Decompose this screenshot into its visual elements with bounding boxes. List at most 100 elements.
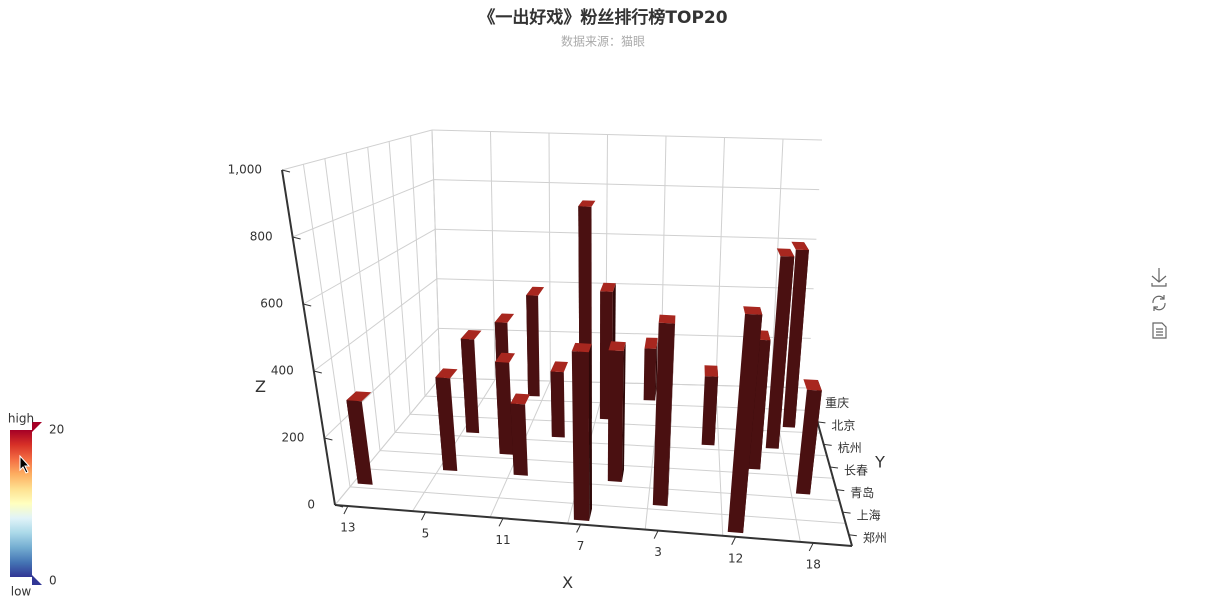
tick-mark xyxy=(808,542,814,552)
save-icon[interactable] xyxy=(1151,268,1167,287)
bar-front xyxy=(526,295,540,397)
tick-mark xyxy=(829,466,839,469)
bar-front xyxy=(782,249,809,428)
y-tick-label: 郑州 xyxy=(863,530,887,545)
bar-top xyxy=(495,352,515,363)
bar-front xyxy=(550,371,565,438)
x-tick-label: 7 xyxy=(577,539,585,553)
tick-mark xyxy=(421,511,426,521)
x-tick-label: 12 xyxy=(728,551,743,565)
grid-line xyxy=(715,137,725,386)
grid-line xyxy=(433,179,820,191)
y-tick-label: 长春 xyxy=(844,464,868,478)
grid-line xyxy=(345,152,381,451)
grid-line xyxy=(431,129,823,141)
bar xyxy=(795,379,822,495)
data-view-icon[interactable] xyxy=(1152,322,1167,339)
bar xyxy=(495,352,515,455)
bar-front xyxy=(795,389,822,495)
bar xyxy=(765,248,795,449)
grid-line xyxy=(436,278,814,290)
chart-title: 《一出好戏》粉丝排行榜TOP20 xyxy=(478,7,727,28)
x-tick-label: 18 xyxy=(806,557,821,571)
bar-front xyxy=(765,256,795,449)
x-tick-label: 5 xyxy=(422,527,430,541)
bar-top xyxy=(526,286,545,296)
bar xyxy=(652,314,676,507)
tick-mark xyxy=(848,534,857,537)
grid-line xyxy=(715,385,724,536)
grid-line xyxy=(490,131,496,380)
tick-mark xyxy=(334,504,344,508)
y-axis-name: Y xyxy=(874,453,885,472)
grid-line xyxy=(435,228,817,240)
visual-map-bar xyxy=(10,430,32,577)
bar-top xyxy=(608,341,626,351)
tick-mark xyxy=(842,511,851,514)
bar-front xyxy=(435,377,458,471)
bar-front xyxy=(643,348,657,401)
tick-mark xyxy=(836,489,845,492)
bar xyxy=(701,365,719,446)
y-tick-label: 杭州 xyxy=(838,440,862,455)
bar-front xyxy=(652,322,675,507)
z-tick-label: 600 xyxy=(260,297,283,311)
x-tick-label: 3 xyxy=(654,545,662,559)
z-tick-label: 800 xyxy=(250,230,273,244)
grid-line xyxy=(388,141,411,415)
restore-icon[interactable] xyxy=(1152,295,1166,311)
z-tick-label: 400 xyxy=(271,364,294,378)
visual-map-max: 20 xyxy=(49,423,64,437)
grid-line xyxy=(410,135,426,397)
grid-line xyxy=(364,468,840,502)
bar xyxy=(571,342,592,521)
z-tick-label: 1,000 xyxy=(228,163,262,177)
bar-top xyxy=(658,314,676,324)
toolbox xyxy=(1151,268,1167,339)
z-axis-name: Z xyxy=(255,377,266,396)
bar xyxy=(607,341,626,482)
bar-top xyxy=(644,337,658,349)
x-tick-label: 13 xyxy=(340,521,355,535)
grid-line xyxy=(281,129,433,171)
bar-top xyxy=(550,361,568,373)
z-axis xyxy=(281,169,336,506)
bar-top xyxy=(743,306,763,315)
bar-front xyxy=(510,403,528,476)
z-tick-label: 0 xyxy=(307,498,315,512)
y-tick-label: 北京 xyxy=(831,418,855,432)
chart-subtitle: 数据来源：猫眼 xyxy=(561,34,645,49)
bar-top xyxy=(494,313,515,323)
tick-mark xyxy=(653,530,659,539)
grid-line xyxy=(770,138,784,388)
tick-mark xyxy=(823,443,832,446)
bar-top xyxy=(460,330,482,340)
visual-map-low-text: low xyxy=(11,585,32,599)
bar-top xyxy=(791,241,809,251)
grid-line xyxy=(367,147,396,433)
tick-mark xyxy=(313,370,322,374)
tick-mark xyxy=(281,169,291,173)
bar-side xyxy=(655,337,658,401)
visual-map-handle-high[interactable] xyxy=(32,422,42,432)
z-tick-label: 200 xyxy=(281,431,304,445)
y-tick-label: 上海 xyxy=(857,508,881,523)
bar xyxy=(550,361,568,438)
y-tick-label: 重庆 xyxy=(825,396,849,410)
visual-map-min: 0 xyxy=(49,574,57,588)
bar-top xyxy=(571,342,592,353)
bar-front xyxy=(495,361,514,455)
bar-top xyxy=(510,393,531,405)
visual-map-handle-low[interactable] xyxy=(32,575,42,585)
bar-side xyxy=(667,315,676,507)
bar-top xyxy=(346,391,372,402)
tick-mark xyxy=(498,518,504,527)
bar-side xyxy=(588,343,592,521)
x-tick-label: 11 xyxy=(495,533,510,547)
grid-line xyxy=(302,164,351,487)
grid-line xyxy=(349,486,846,524)
y-tick-label: 青岛 xyxy=(850,485,874,500)
grid-line xyxy=(431,129,441,379)
tick-mark xyxy=(817,421,826,424)
